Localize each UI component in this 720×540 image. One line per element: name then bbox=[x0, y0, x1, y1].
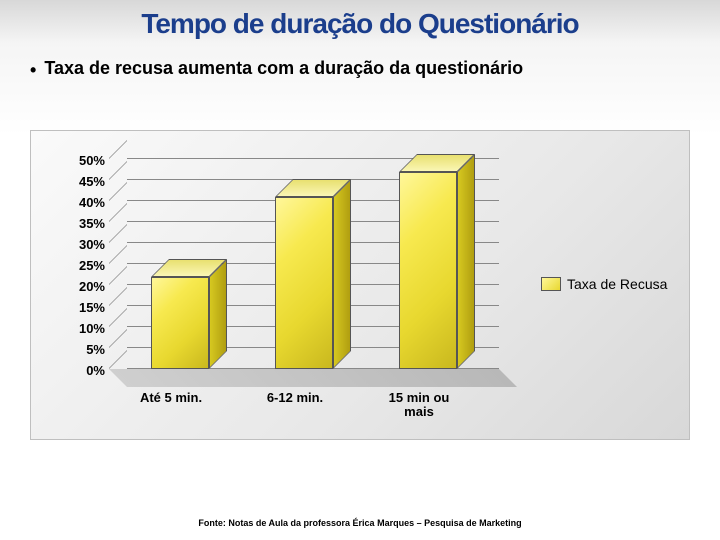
chart-side-wall bbox=[109, 159, 127, 369]
y-tick-label: 40% bbox=[55, 195, 105, 210]
chart-region: Taxa de Recusa 0% 5% 10% 15% 20% 25% 30% 35% 40%… bbox=[30, 130, 690, 440]
bullet-row: • Taxa de recusa aumenta com a duração d… bbox=[30, 58, 690, 83]
y-tick-label: 50% bbox=[55, 153, 105, 168]
y-tick-label: 35% bbox=[55, 216, 105, 231]
y-tick-label: 20% bbox=[55, 279, 105, 294]
legend-label: Taxa de Recusa bbox=[567, 276, 667, 292]
legend-swatch bbox=[541, 277, 561, 291]
gridline-side bbox=[109, 308, 127, 327]
bar bbox=[399, 172, 457, 369]
gridline-side bbox=[109, 266, 127, 285]
plot-area bbox=[109, 159, 499, 387]
y-tick-label: 5% bbox=[55, 342, 105, 357]
gridline-side bbox=[109, 203, 127, 222]
gridline-side bbox=[109, 329, 127, 348]
gridline-side bbox=[109, 224, 127, 243]
bullet-text: Taxa de recusa aumenta com a duração da … bbox=[44, 58, 523, 79]
gridline-side bbox=[109, 350, 127, 369]
bullet-marker: • bbox=[30, 58, 36, 83]
x-tick-label: 6-12 min. bbox=[228, 391, 362, 405]
slide: Tempo de duração do Questionário • Taxa … bbox=[0, 0, 720, 540]
y-tick-label: 10% bbox=[55, 321, 105, 336]
chart-floor bbox=[109, 369, 499, 387]
gridline-side bbox=[109, 245, 127, 264]
y-tick-label: 25% bbox=[55, 258, 105, 273]
slide-title: Tempo de duração do Questionário bbox=[0, 8, 720, 40]
gridline-side bbox=[109, 140, 127, 159]
x-tick-label: 15 min oumais bbox=[352, 391, 486, 420]
gridline-side bbox=[109, 287, 127, 306]
footer-source: Fonte: Notas de Aula da professora Érica… bbox=[0, 518, 720, 528]
gridline-side bbox=[109, 182, 127, 201]
y-tick-label: 45% bbox=[55, 174, 105, 189]
x-tick-label: Até 5 min. bbox=[104, 391, 238, 405]
y-tick-label: 30% bbox=[55, 237, 105, 252]
y-tick-label: 15% bbox=[55, 300, 105, 315]
bar bbox=[151, 277, 209, 369]
legend: Taxa de Recusa bbox=[541, 276, 667, 292]
bar bbox=[275, 197, 333, 369]
gridline-side bbox=[109, 161, 127, 180]
y-tick-label: 0% bbox=[55, 363, 105, 378]
